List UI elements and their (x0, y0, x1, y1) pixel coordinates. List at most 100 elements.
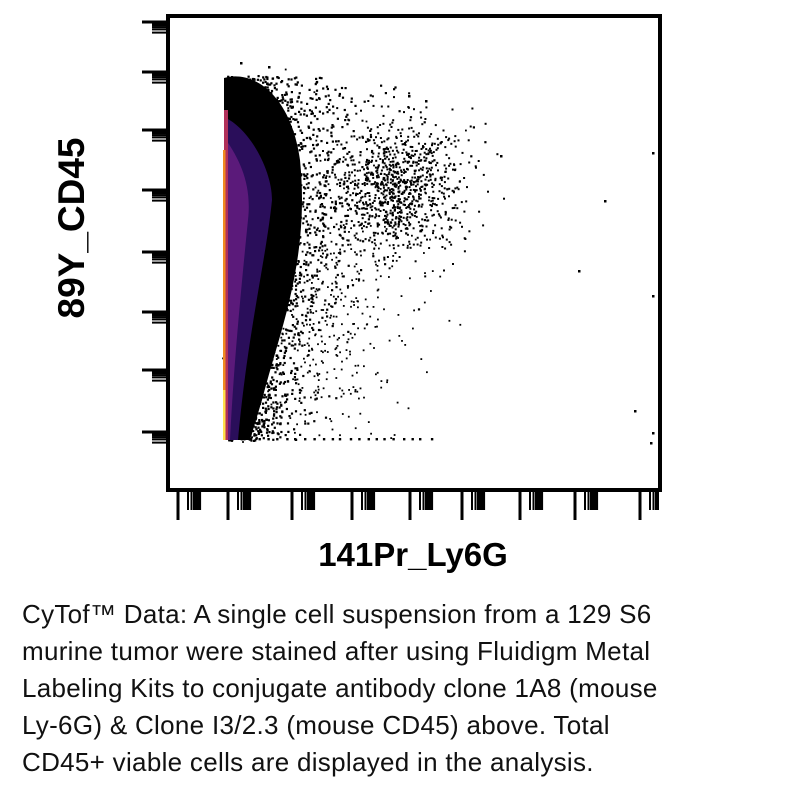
data-point (391, 149, 394, 152)
data-point (305, 269, 308, 272)
data-point (312, 143, 315, 147)
data-point (380, 180, 383, 183)
data-point (397, 225, 400, 228)
data-point (448, 195, 450, 198)
data-point (315, 293, 317, 296)
data-point (454, 135, 457, 138)
data-point (284, 394, 286, 397)
data-point (355, 253, 358, 256)
data-point (360, 189, 363, 193)
data-point (269, 83, 272, 86)
data-point (454, 145, 457, 148)
data-point (338, 197, 341, 200)
data-point (327, 158, 330, 162)
data-point (309, 309, 312, 311)
data-point (311, 347, 313, 350)
data-point (272, 421, 275, 424)
data-point (325, 378, 328, 381)
data-point (339, 253, 342, 255)
data-point (401, 192, 404, 195)
data-point (379, 242, 382, 245)
data-point (318, 246, 322, 249)
data-point (381, 161, 384, 164)
data-point (290, 100, 293, 103)
data-point (309, 252, 312, 255)
data-point (361, 312, 364, 315)
data-point (578, 270, 581, 273)
data-point (296, 320, 299, 323)
data-point (399, 178, 402, 181)
data-point (272, 366, 275, 369)
data-point (346, 285, 350, 288)
data-point (441, 234, 444, 237)
data-point (441, 246, 444, 248)
data-point (379, 210, 382, 212)
data-point (307, 264, 310, 267)
data-point (318, 288, 321, 291)
data-point (319, 219, 322, 222)
data-point (364, 298, 367, 301)
data-point (394, 217, 397, 220)
data-point (452, 168, 454, 171)
data-point (428, 196, 431, 199)
data-point (286, 393, 289, 396)
data-point (405, 188, 408, 191)
data-point (383, 173, 386, 176)
data-point (257, 426, 260, 429)
data-point (323, 174, 326, 177)
data-point (310, 300, 313, 303)
data-point (357, 221, 360, 223)
data-point (410, 126, 413, 129)
data-point (411, 234, 413, 237)
data-point (389, 189, 391, 191)
data-point (291, 303, 294, 306)
data-point (303, 197, 305, 200)
data-point (263, 396, 266, 399)
data-point (305, 206, 309, 209)
data-point (319, 203, 322, 206)
data-point (419, 193, 422, 196)
data-point (314, 250, 317, 253)
data-point (403, 189, 406, 192)
data-point (297, 383, 300, 386)
data-point (446, 188, 449, 191)
data-point (408, 206, 411, 209)
data-point (414, 238, 417, 241)
data-point (396, 205, 399, 208)
data-point (454, 204, 457, 207)
data-point (409, 181, 412, 184)
data-point (385, 215, 388, 218)
data-point (272, 414, 276, 417)
data-point (322, 236, 325, 239)
data-point (456, 186, 459, 189)
data-point (259, 428, 262, 431)
data-point (284, 93, 287, 96)
data-point (368, 159, 371, 162)
data-point (367, 178, 370, 181)
data-point (374, 194, 377, 197)
data-point (256, 78, 259, 81)
data-point (394, 170, 397, 173)
data-point (392, 204, 395, 207)
data-point (267, 438, 270, 441)
data-point (324, 158, 327, 161)
data-point (398, 110, 401, 113)
data-point (347, 177, 351, 180)
data-point (294, 118, 297, 121)
data-point (392, 199, 394, 202)
data-point (339, 184, 342, 187)
data-point (382, 178, 385, 181)
data-point (254, 439, 257, 442)
data-point (313, 115, 316, 118)
data-point (423, 301, 426, 304)
data-point (309, 318, 312, 321)
data-point (341, 389, 344, 392)
data-point (263, 78, 266, 81)
data-point (375, 136, 377, 139)
data-point (319, 183, 322, 186)
data-point (338, 259, 341, 262)
data-point (430, 290, 432, 292)
data-point (386, 219, 389, 222)
data-point (321, 212, 324, 215)
data-point (392, 160, 395, 163)
